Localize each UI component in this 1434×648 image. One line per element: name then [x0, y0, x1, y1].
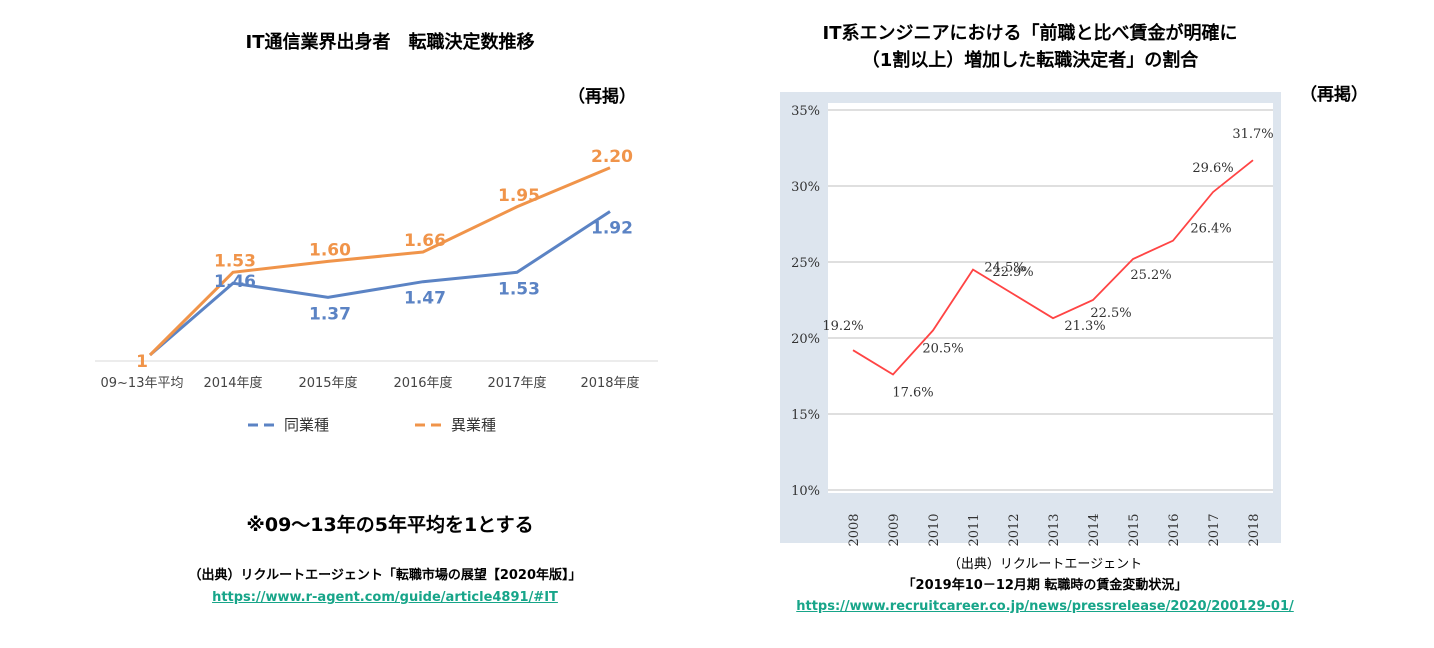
data-label: 17.6% [892, 385, 933, 400]
y-tick-label: 35% [791, 104, 820, 119]
data-label: 1.47 [404, 289, 446, 309]
x-tick-label: 2017 [1207, 513, 1222, 546]
x-tick-label: 2016 [1167, 513, 1182, 546]
y-tick-label: 20% [791, 332, 820, 347]
x-tick-label: 09~13年平均 [101, 376, 184, 391]
left-chart-title: IT通信業界出身者 転職決定数推移 [245, 32, 535, 53]
legend-label: 異業種 [451, 416, 496, 434]
data-label: 1.53 [214, 251, 256, 271]
data-label: 25.2% [1130, 268, 1171, 283]
x-tick-label: 2010 [927, 513, 942, 546]
x-tick-label: 2014年度 [203, 375, 262, 391]
x-tick-label: 2018 [1247, 513, 1262, 546]
data-label: 1.46 [214, 272, 256, 292]
data-label: 24.5% [984, 261, 1025, 276]
x-tick-label: 2014 [1087, 513, 1102, 546]
x-tick-label: 2011 [967, 513, 982, 546]
right-source-text2: 「2019年10－12月期 転職時の賃金変動状況」 [902, 578, 1188, 593]
x-tick-label: 2013 [1047, 513, 1062, 546]
series-line-same-industry [149, 210, 611, 357]
y-tick-label: 15% [791, 408, 820, 423]
x-tick-label: 2018年度 [580, 375, 639, 391]
left-source-text: （出典）リクルートエージェント「転職市場の展望【2020年版】」 [188, 568, 582, 583]
data-label: 1.53 [498, 279, 540, 299]
x-tick-label: 2008 [847, 513, 862, 546]
right-line-chart: 10% 15% 20% 25% 30% 35% 2008 2009 2010 2011 2012 2… [780, 92, 1281, 547]
right-plot-area [828, 103, 1273, 493]
x-tick-label: 2015年度 [298, 375, 357, 391]
left-reprint-label: （再掲） [568, 87, 636, 107]
data-label: 29.6% [1192, 161, 1233, 176]
x-tick-label: 2009 [887, 513, 902, 546]
y-tick-label: 10% [791, 484, 820, 499]
data-label: 1.95 [498, 186, 540, 206]
right-source-text1: （出典）リクルートエージェント [947, 557, 1143, 572]
data-label: 26.4% [1190, 222, 1231, 237]
left-line-chart: 1.46 1.37 1.47 1.53 1.92 1 1.53 1.60 1.66 1.95 2.2… [95, 147, 658, 434]
series-line [852, 159, 1254, 376]
data-label: 1.37 [309, 304, 351, 324]
right-reprint-label: （再掲） [1300, 85, 1368, 105]
data-label: 22.5% [1090, 306, 1131, 321]
data-label: 1.92 [591, 218, 633, 238]
right-source: （出典）リクルートエージェント 「2019年10－12月期 転職時の賃金変動状況… [720, 554, 1370, 617]
data-label: 2.20 [591, 147, 633, 167]
left-footnote: ※09～13年の5年平均を1とする [246, 514, 534, 536]
right-title-line2: （1割以上）増加した転職決定者」の割合 [861, 50, 1199, 71]
data-label: 1.66 [404, 231, 446, 251]
data-label: 1.60 [309, 240, 351, 260]
legend-label: 同業種 [284, 416, 329, 434]
x-tick-label: 2016年度 [393, 375, 452, 391]
series-line-diff-industry [148, 166, 611, 357]
data-label: 21.3% [1064, 319, 1105, 334]
left-source-link[interactable]: https://www.r-agent.com/guide/article489… [212, 590, 558, 605]
x-tick-label: 2015 [1127, 513, 1142, 546]
right-source-link[interactable]: https://www.recruitcareer.co.jp/news/pre… [796, 599, 1294, 614]
data-label: 19.2% [822, 319, 863, 334]
right-title-line1: IT系エンジニアにおける「前職と比べ賃金が明確に [822, 23, 1238, 44]
x-tick-label: 2017年度 [487, 375, 546, 391]
data-label: 31.7% [1232, 127, 1273, 142]
y-tick-label: 25% [791, 256, 820, 271]
y-tick-label: 30% [791, 180, 820, 195]
right-chart-title: IT系エンジニアにおける「前職と比べ賃金が明確に （1割以上）増加した転職決定者… [730, 20, 1330, 74]
data-label: 1 [136, 352, 148, 372]
x-tick-label: 2012 [1007, 513, 1022, 546]
left-source: （出典）リクルートエージェント「転職市場の展望【2020年版】」 https:/… [60, 565, 710, 609]
data-label: 20.5% [922, 341, 963, 356]
data-label: 22.9% [992, 265, 1033, 280]
